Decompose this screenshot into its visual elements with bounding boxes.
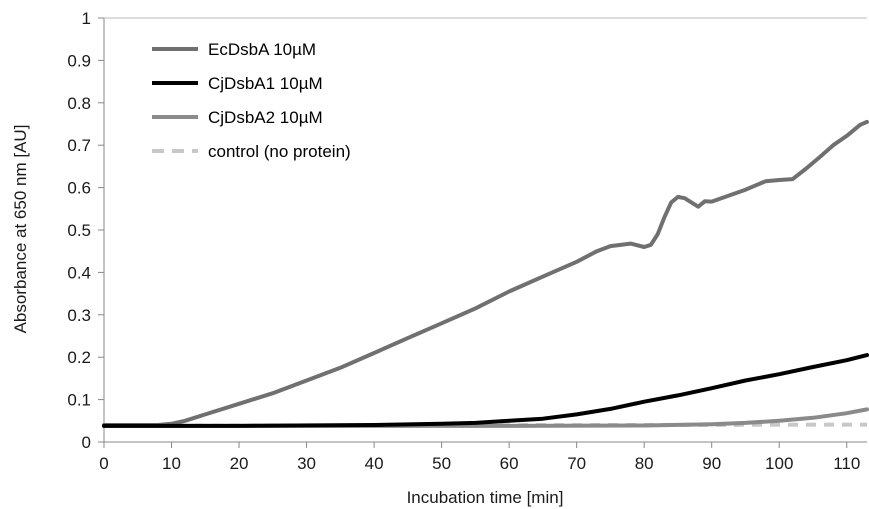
legend-label-2: CjDsbA2 10µM xyxy=(208,108,323,127)
legend-box xyxy=(140,30,398,180)
legend-label-0: EcDsbA 10µM xyxy=(208,40,316,59)
x-tick-label: 110 xyxy=(833,454,860,473)
x-tick-label: 90 xyxy=(702,454,721,473)
legend-label-3: control (no protein) xyxy=(208,142,351,161)
y-tick-label: 0 xyxy=(82,433,91,452)
series-line-1 xyxy=(102,353,869,428)
legend-label-1: CjDsbA1 10µM xyxy=(208,74,323,93)
axes xyxy=(98,17,867,448)
y-axis-title: Absorbance at 650 nm [AU] xyxy=(11,125,30,334)
x-tick-label: 0 xyxy=(99,454,108,473)
series-line-2 xyxy=(102,407,869,428)
x-tick-label: 10 xyxy=(162,454,181,473)
x-tick-label: 100 xyxy=(765,454,793,473)
x-tick-label: 80 xyxy=(635,454,654,473)
y-tick-label: 0.9 xyxy=(67,51,91,70)
x-axis-title: Incubation time [min] xyxy=(407,488,564,507)
y-tick-label: 0.2 xyxy=(67,348,91,367)
x-tick-label: 70 xyxy=(567,454,586,473)
series-line-0 xyxy=(102,119,869,427)
y-tick-label: 0.1 xyxy=(67,391,91,410)
x-tick-label: 50 xyxy=(432,454,451,473)
tick-labels: 0 10 20 30 40 50 60 70 80 90 100 110 0 0.1 0.2 0.3 0.4 0.… xyxy=(67,9,860,473)
y-tick-label: 0.4 xyxy=(67,263,91,282)
y-tick-label: 0.8 xyxy=(67,94,91,113)
y-tick-label: 0.5 xyxy=(67,221,91,240)
y-tick-label: 0.3 xyxy=(67,306,91,325)
y-tick-label: 0.7 xyxy=(67,136,91,155)
legend: EcDsbA 10µM CjDsbA1 10µM CjDsbA2 10µM contr… xyxy=(140,30,398,180)
data-series xyxy=(102,119,869,428)
y-tick-label: 1 xyxy=(82,9,91,28)
x-tick-label: 30 xyxy=(297,454,316,473)
x-tick-label: 40 xyxy=(365,454,384,473)
x-tick-label: 60 xyxy=(500,454,519,473)
y-tick-label: 0.6 xyxy=(67,179,91,198)
x-tick-label: 20 xyxy=(230,454,249,473)
